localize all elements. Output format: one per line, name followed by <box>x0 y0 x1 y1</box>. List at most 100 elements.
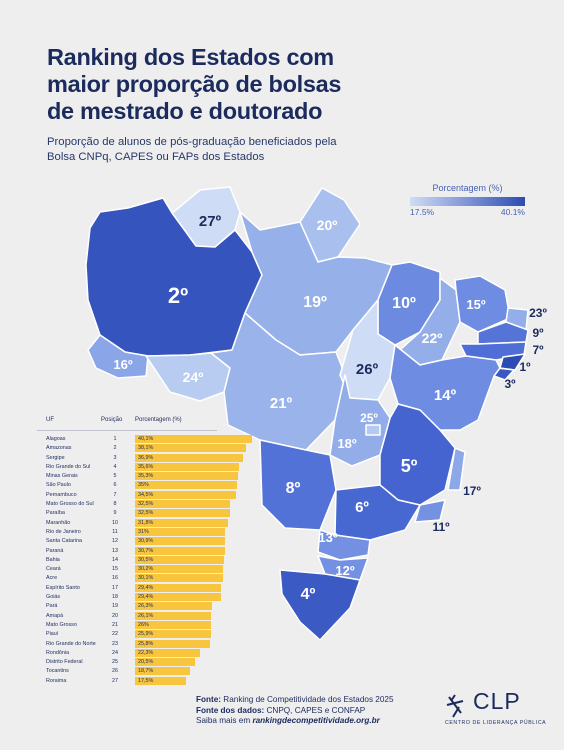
map-rank-label: 1º <box>519 360 531 374</box>
row-position: 27 <box>112 677 118 684</box>
row-state: Santa Catarina <box>46 538 82 545</box>
row-percentage: 34,5% <box>138 491 154 498</box>
row-state: Mato Grosso <box>46 621 77 628</box>
map-rank-label: 18º <box>337 436 356 451</box>
row-state: Rio Grande do Sul <box>46 463 91 470</box>
row-position: 13 <box>112 547 118 554</box>
row-position: 20 <box>112 612 118 619</box>
row-state: São Paulo <box>46 482 71 489</box>
bar <box>135 667 190 676</box>
state-acre <box>87 334 149 379</box>
source-link[interactable]: rankingdecompetitividade.org.br <box>252 716 380 725</box>
row-percentage: 17,5% <box>138 677 154 684</box>
table-row: Paraíba 9 32,5% <box>37 509 230 518</box>
row-position: 15 <box>112 566 118 573</box>
row-position: 18 <box>112 594 118 601</box>
row-state: Sergipe <box>46 454 65 461</box>
row-position: 6 <box>113 482 117 489</box>
bar <box>135 435 252 443</box>
legend-max-label: 40.1% <box>500 207 525 217</box>
bar <box>135 593 221 602</box>
row-percentage: 25,8% <box>138 640 154 647</box>
row-percentage: 31% <box>138 528 149 535</box>
row-position: 23 <box>112 640 118 647</box>
row-percentage: 22,3% <box>138 649 154 656</box>
header-uf: UF <box>46 417 54 423</box>
row-percentage: 30,9% <box>138 538 154 545</box>
title-line-3: de mestrado e doutorado <box>47 98 323 124</box>
row-state: Acre <box>46 575 58 582</box>
row-percentage: 36,9% <box>138 454 154 461</box>
row-state: Rondônia <box>46 649 70 656</box>
ranking-table: Alagoas 1 40,1% Amazonas 2 38,1% Sergipe 3 36,9%… <box>37 435 252 686</box>
source-line-2: Fonte dos dados: CNPQ, CAPES e CONFAP <box>196 705 366 715</box>
table-row: Distrito Federal 25 20,5% <box>37 658 222 667</box>
row-percentage: 35% <box>138 482 149 489</box>
table-row: Acre 16 30,1% <box>37 574 223 583</box>
row-state: Amazonas <box>46 445 72 452</box>
row-percentage: 35,6% <box>138 463 154 470</box>
legend-min-label: 17.5% <box>410 207 435 217</box>
row-position: 22 <box>112 631 118 638</box>
page-title: Ranking dos Estados com maior proporção … <box>47 44 407 125</box>
row-position: 9 <box>113 510 117 517</box>
row-percentage: 30,2% <box>138 566 154 573</box>
row-percentage: 26% <box>138 621 149 628</box>
table-divider <box>37 430 217 431</box>
map-rank-label: 27º <box>199 213 222 230</box>
row-percentage: 30,1% <box>138 575 154 582</box>
title-line-1: Ranking dos Estados com <box>47 44 334 70</box>
row-state: Minas Gerais <box>46 473 78 480</box>
row-percentage: 25,9% <box>138 631 154 638</box>
bar <box>135 500 230 509</box>
row-position: 10 <box>112 519 118 526</box>
map-rank-label: 23º <box>529 306 547 320</box>
title-line-2: maior proporção de bolsas <box>47 71 342 97</box>
row-position: 5 <box>113 473 117 480</box>
row-percentage: 31,8% <box>138 519 154 526</box>
row-state: Piauí <box>46 631 59 638</box>
map-rank-label: 22º <box>422 330 443 346</box>
bar <box>135 490 236 499</box>
row-state: Goiás <box>46 594 61 601</box>
bar <box>135 527 226 536</box>
state-alagoas <box>499 353 526 371</box>
row-state: Bahia <box>46 556 60 563</box>
row-percentage: 26,1% <box>138 612 154 619</box>
map-rank-label: 10º <box>392 295 416 312</box>
map-rank-label: 7º <box>532 343 544 357</box>
header-position: Posição <box>101 417 123 423</box>
map-rank-label: 6º <box>355 499 369 516</box>
row-percentage: 30,5% <box>138 556 154 563</box>
table-row: Rio Grande do Norte 23 25,8% <box>37 639 222 649</box>
source-block: Fonte: Ranking de Competitividade dos Es… <box>196 695 394 727</box>
row-position: 25 <box>112 659 118 666</box>
map-rank-label: 15º <box>466 297 485 312</box>
map-rank-label: 14º <box>434 387 457 404</box>
map-rank-label: 20º <box>317 217 338 233</box>
bar <box>135 462 239 471</box>
row-position: 11 <box>112 528 118 535</box>
bar <box>135 453 243 462</box>
row-state: Paraíba <box>46 510 65 517</box>
row-percentage: 40,1% <box>138 436 154 442</box>
state-rio-grande-do-sul <box>279 569 361 641</box>
map-rank-label: 8º <box>286 480 301 497</box>
row-state: Mato Grosso do Sul <box>46 501 94 508</box>
bar <box>135 444 247 453</box>
row-percentage: 18,7% <box>138 668 154 675</box>
map-rank-label: 25º <box>360 411 378 425</box>
source-line-3: Saiba mais em rankingdecompetitividade.o… <box>196 716 380 725</box>
state-mato-grosso-do-sul <box>259 439 337 531</box>
table-row: Tocantins 26 18,7% <box>37 667 222 676</box>
state-rio-de-janeiro <box>414 499 446 523</box>
row-position: 19 <box>112 603 118 610</box>
row-state: Ceará <box>46 566 61 573</box>
row-position: 12 <box>112 538 118 545</box>
map-rank-label: 19º <box>303 294 327 311</box>
state-distrito-federal <box>365 424 381 436</box>
map-rank-label: 3º <box>504 377 516 391</box>
row-state: Alagoas <box>46 436 66 442</box>
bar <box>135 676 187 685</box>
table-row: Minas Gerais 5 35,3% <box>37 472 238 481</box>
